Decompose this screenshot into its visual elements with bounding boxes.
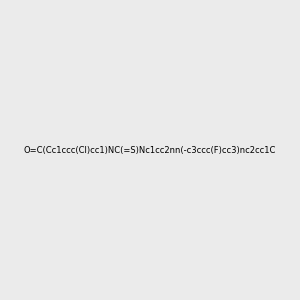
Text: O=C(Cc1ccc(Cl)cc1)NC(=S)Nc1cc2nn(-c3ccc(F)cc3)nc2cc1C: O=C(Cc1ccc(Cl)cc1)NC(=S)Nc1cc2nn(-c3ccc(… — [24, 146, 276, 154]
